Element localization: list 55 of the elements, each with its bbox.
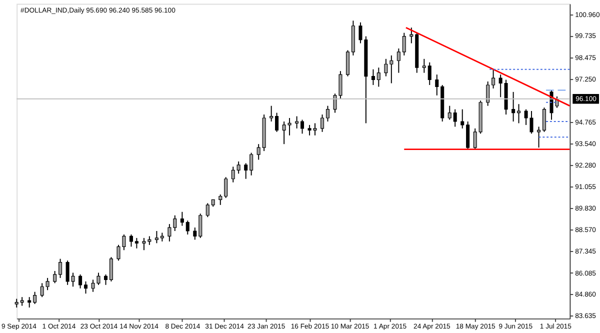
candlestick	[53, 270, 57, 284]
candlestick	[473, 128, 477, 150]
candlestick	[231, 166, 235, 183]
candlestick	[236, 160, 240, 174]
candlestick	[376, 67, 380, 88]
candlestick	[104, 274, 108, 286]
candlestick	[84, 280, 88, 294]
candlestick	[180, 211, 184, 226]
candlestick	[517, 104, 521, 124]
candlestick	[402, 32, 406, 56]
candlestick	[193, 227, 197, 240]
candlestick	[244, 162, 248, 180]
candlestick	[275, 112, 279, 132]
candlestick	[154, 230, 158, 244]
candlestick	[134, 237, 138, 249]
candlestick	[270, 105, 274, 122]
candlestick	[58, 258, 62, 278]
candlestick	[396, 48, 400, 74]
candlestick	[186, 220, 190, 235]
candlestick	[542, 107, 546, 132]
candlestick	[109, 256, 113, 282]
candlestick	[40, 282, 44, 298]
candlestick	[256, 144, 260, 160]
candlestick	[410, 27, 414, 44]
candlestick	[46, 277, 50, 291]
candlestick	[486, 81, 490, 106]
candlestick	[295, 116, 299, 129]
candlestick	[466, 121, 470, 150]
candlestick	[33, 291, 37, 305]
candlestick	[492, 68, 496, 89]
candlestick	[448, 105, 452, 120]
candlestick	[206, 202, 210, 218]
candlestick	[326, 105, 330, 122]
candlestick	[28, 296, 32, 308]
candlestick	[198, 213, 202, 238]
candlestick	[320, 114, 324, 132]
candlestick	[390, 54, 394, 84]
candlestick	[512, 91, 516, 122]
candlestick	[346, 50, 350, 77]
candlestick	[428, 62, 432, 86]
candlestick	[168, 224, 172, 242]
candlestick	[129, 234, 133, 248]
candlestick	[384, 58, 388, 77]
candlestick	[250, 152, 254, 176]
candlestick	[537, 126, 541, 148]
candlestick	[371, 68, 375, 86]
candlestick	[224, 176, 228, 198]
candlestick	[422, 58, 426, 74]
candlestick	[78, 274, 82, 289]
candlestick	[218, 194, 222, 206]
candlestick	[460, 108, 464, 129]
candlestick	[453, 108, 457, 128]
candlestick	[435, 74, 439, 96]
candlestick	[173, 214, 177, 232]
candlestick	[300, 119, 304, 134]
